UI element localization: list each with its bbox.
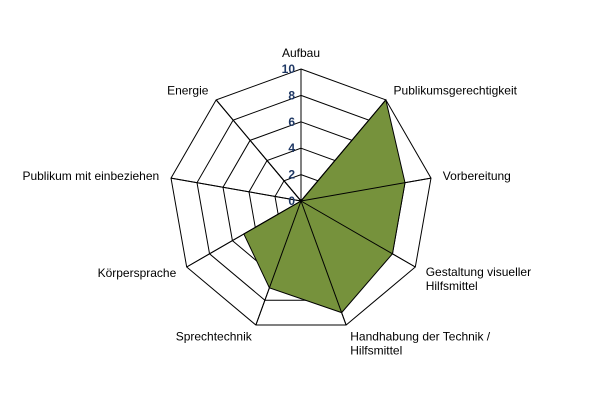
category-label-line: Körpersprache — [98, 266, 177, 280]
category-label-8: Energie — [167, 84, 209, 98]
category-label-line: Aufbau — [282, 46, 320, 60]
spoke-overlay-6 — [186, 200, 302, 268]
category-label-line: Sprechtechnik — [176, 329, 253, 343]
category-label-line: Publikum mit einbeziehen — [22, 169, 159, 183]
category-label-1: Publikumsgerechtigkeit — [394, 84, 518, 98]
category-labels: Aufbau Publikumsgerechtigkeit Vorbereitung… — [22, 46, 531, 357]
tick-label-2: 2 — [288, 168, 295, 182]
tick-label-4: 4 — [288, 141, 295, 155]
category-label-line: Hilfsmittel — [350, 343, 402, 357]
category-label-6: Körpersprache — [98, 266, 177, 280]
spoke-overlay-1 — [300, 99, 387, 202]
category-label-5: Sprechtechnik — [176, 329, 253, 343]
spoke-overlay-7 — [170, 177, 302, 202]
spoke-overlay-4 — [300, 200, 347, 326]
category-label-line: Handhabung der Technik / — [350, 329, 491, 343]
tick-label-8: 8 — [288, 88, 295, 102]
series-area-0 — [243, 98, 406, 314]
category-label-4: Handhabung der Technik / Hilfsmittel — [350, 329, 491, 357]
spoke-overlay-5 — [255, 200, 302, 326]
spoke-overlay-2 — [300, 177, 432, 202]
category-label-line: Hilfsmittel — [426, 279, 478, 293]
category-label-line: Publikumsgerechtigkeit — [394, 84, 518, 98]
grid-ring-10 — [170, 68, 432, 326]
category-label-line: Energie — [167, 84, 209, 98]
radar-series — [170, 69, 432, 326]
category-label-3: Gestaltung visueller Hilfsmittel — [426, 265, 531, 293]
category-label-line: Gestaltung visueller — [426, 265, 531, 279]
tick-label-6: 6 — [288, 115, 295, 129]
category-label-7: Publikum mit einbeziehen — [22, 169, 159, 183]
category-label-0: Aufbau — [282, 46, 320, 60]
tick-label-0: 0 — [288, 194, 295, 208]
category-label-line: Vorbereitung — [443, 169, 511, 183]
spoke-overlay-3 — [300, 200, 416, 268]
radial-tick-labels: 0 2 4 6 8 10 — [282, 62, 296, 208]
spoke-overlay-8 — [215, 99, 302, 202]
category-label-2: Vorbereitung — [443, 169, 511, 183]
tick-label-10: 10 — [282, 62, 296, 76]
